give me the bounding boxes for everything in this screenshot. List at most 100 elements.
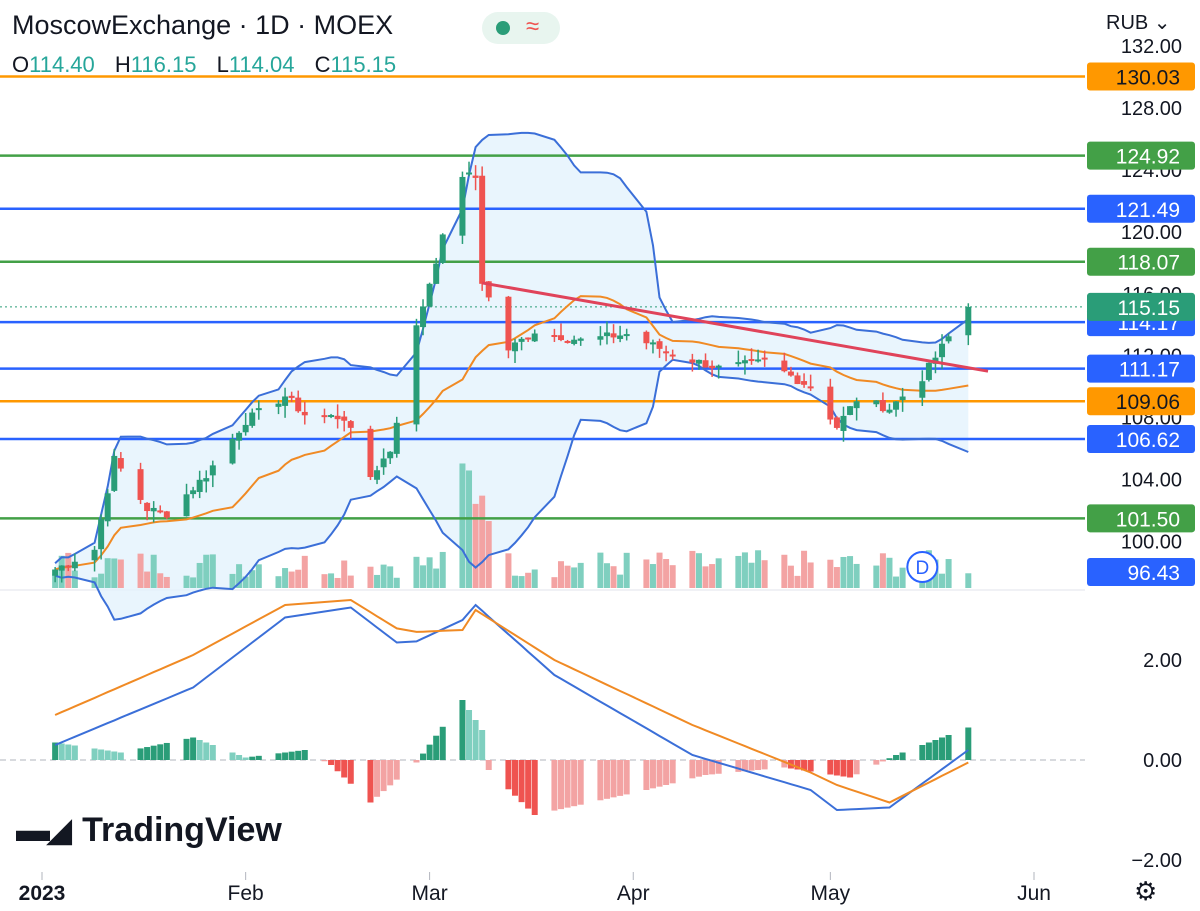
settings-icon[interactable]: ⚙ (1134, 876, 1158, 906)
volume-label-box (1087, 558, 1195, 586)
candle-body (229, 438, 236, 464)
macd-axis-tick: 0.00 (1143, 750, 1182, 772)
macd-histogram-bar (617, 760, 624, 796)
candle-body (741, 360, 748, 364)
status-badges[interactable]: ≈ (482, 12, 560, 44)
macd-histogram-bar (669, 760, 676, 784)
candle-body (301, 411, 308, 416)
high-key: H (114, 52, 131, 77)
macd-histogram-bar (965, 727, 972, 760)
last-price-label-box (1087, 292, 1195, 321)
candle-body (321, 415, 328, 418)
volume-bar (466, 470, 473, 588)
volume-bar (899, 567, 906, 588)
volume-bar (525, 572, 532, 588)
macd-histogram-bar (649, 760, 656, 789)
macd-histogram-bar (840, 760, 847, 777)
symbol-title[interactable]: MoscowExchange · 1D · MOEX (12, 10, 394, 40)
dividend-marker-label: D (915, 558, 929, 579)
candle-body (551, 335, 558, 338)
volume-bar (209, 554, 216, 588)
tradingview-logo: ▬◢ TradingView (16, 810, 282, 850)
volume-bar (459, 463, 466, 588)
macd-histogram-bar (531, 760, 538, 815)
price-line-label: 111.17 (1119, 359, 1180, 382)
price-line-label: 106.62 (1116, 429, 1180, 452)
candle-body (71, 561, 78, 569)
candle-body (827, 386, 834, 420)
volume-bar (886, 557, 893, 588)
macd-histogram-bar (255, 755, 262, 760)
macd-histogram-bar (577, 760, 584, 805)
volume-bar (643, 559, 650, 588)
macd-histogram-bar (919, 745, 926, 760)
candle-body (433, 263, 440, 284)
candle-body (393, 422, 400, 454)
volume-bar (420, 565, 427, 588)
volume-bar (433, 568, 440, 588)
volume-bar (236, 564, 243, 588)
volume-bar (150, 554, 157, 588)
time-axis-tick: May (811, 882, 851, 905)
macd-histogram-bar (564, 760, 571, 808)
last-price-label: 115.15 (1117, 297, 1180, 320)
volume-bar (748, 562, 755, 588)
macd-histogram-bar (209, 745, 216, 760)
volume-bar (741, 552, 748, 588)
macd-histogram-bar (899, 752, 906, 760)
macd-histogram-bar (610, 760, 617, 798)
candle-body (945, 336, 952, 342)
macd-histogram-bar (466, 710, 473, 760)
candle-body (656, 341, 663, 349)
candle-body (512, 342, 519, 352)
candle-body (163, 511, 170, 518)
volume-bar (374, 574, 381, 588)
candle-body (755, 359, 762, 362)
volume-bar (939, 573, 946, 588)
macd-histogram-bar (597, 760, 604, 801)
price-line-label: 118.07 (1117, 252, 1180, 275)
candle-body (939, 343, 946, 358)
volume-bar (801, 550, 808, 588)
candle-body (255, 408, 262, 411)
price-line-label: 101.50 (1116, 508, 1180, 531)
macd-histogram-bar (472, 720, 479, 760)
macd-histogram-bar (525, 760, 532, 809)
volume-bar (840, 556, 847, 588)
tradingview-mark-icon: ▬◢ (16, 811, 72, 849)
volume-bar (512, 575, 519, 588)
macd-histogram-bar (925, 742, 932, 760)
macd-histogram-bar (98, 749, 105, 760)
candle-body (420, 306, 427, 328)
macd-histogram-bar (426, 744, 433, 760)
macd-histogram-bar (781, 760, 788, 768)
macd-histogram-bar (58, 743, 65, 760)
candle-body (557, 335, 564, 341)
candle-body (52, 569, 59, 576)
volume-bar (518, 576, 525, 588)
currency-selector[interactable]: RUB ⌄ (1106, 10, 1171, 35)
volume-bar (71, 570, 78, 588)
candle-body (761, 357, 768, 360)
volume-bar (656, 552, 663, 588)
volume-bar (393, 577, 400, 588)
volume-bar (879, 553, 886, 588)
price-axis-tick: 120.00 (1121, 222, 1182, 244)
volume-bar (787, 565, 794, 588)
macd-histogram-bar (183, 738, 190, 760)
candle-body (196, 479, 203, 492)
macd-histogram-bar (111, 751, 118, 760)
candle-body (577, 338, 584, 341)
macd-histogram-bar (163, 742, 170, 760)
volume-bar (669, 565, 676, 588)
candle-body (715, 365, 722, 368)
volume-bar (781, 554, 788, 588)
volume-bar (603, 563, 610, 588)
volume-bar (104, 558, 111, 588)
macd-histogram-bar (295, 750, 302, 760)
candle-body (833, 417, 840, 428)
volume-bar (242, 576, 249, 588)
price-line-label-box (1087, 425, 1195, 454)
macd-histogram-bar (301, 750, 308, 760)
